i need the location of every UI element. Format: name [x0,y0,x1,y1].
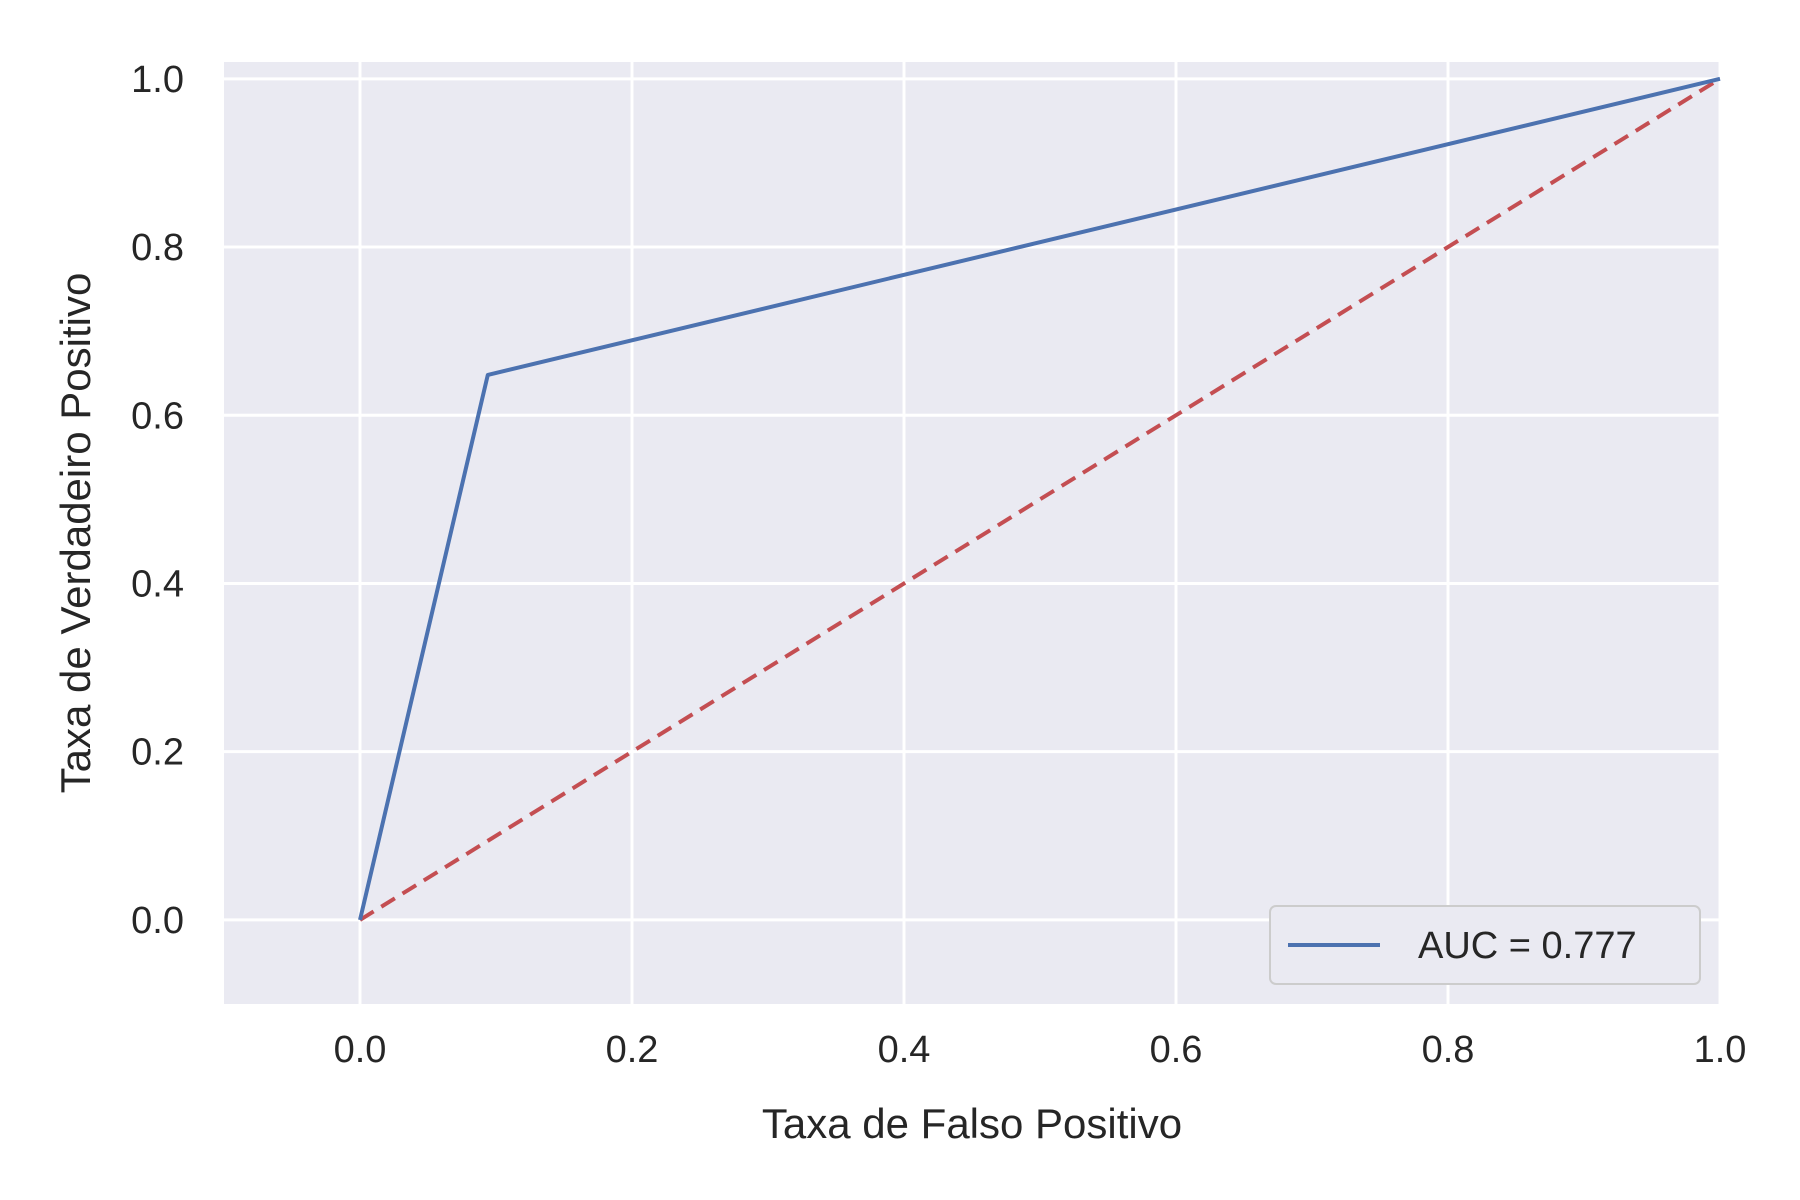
roc-curve-line [358,76,1721,921]
x-tick-label: 0.8 [1422,1029,1475,1071]
series-layer [358,76,1722,922]
y-tick-label: 0.0 [131,900,184,942]
x-tick-label: 0.6 [1150,1029,1203,1071]
y-tick-label: 0.4 [131,563,184,605]
y-tick-labels: 0.0 0.2 0.4 0.6 0.8 1.0 [131,59,184,942]
legend: AUC = 0.777 [1269,905,1701,985]
x-tick-label: 0.4 [878,1029,931,1071]
x-tick-label: 0.0 [334,1029,387,1071]
y-tick-label: 0.8 [131,227,184,269]
x-tick-labels: 0.0 0.2 0.4 0.6 0.8 1.0 [334,1029,1747,1071]
chance-diagonal-line [358,77,1722,922]
x-axis-title: Taxa de Falso Positivo [762,1100,1182,1147]
x-tick-label: 1.0 [1694,1029,1747,1071]
y-tick-label: 0.6 [131,395,184,437]
y-tick-label: 1.0 [131,59,184,101]
legend-label: AUC = 0.777 [1418,925,1637,967]
legend-box [1269,905,1701,985]
x-tick-label: 0.2 [606,1029,659,1071]
grid-lines [224,62,1722,1004]
plot-background [224,62,1720,1004]
y-tick-label: 0.2 [131,732,184,774]
y-axis-title: Taxa de Verdadeiro Positivo [52,273,99,794]
